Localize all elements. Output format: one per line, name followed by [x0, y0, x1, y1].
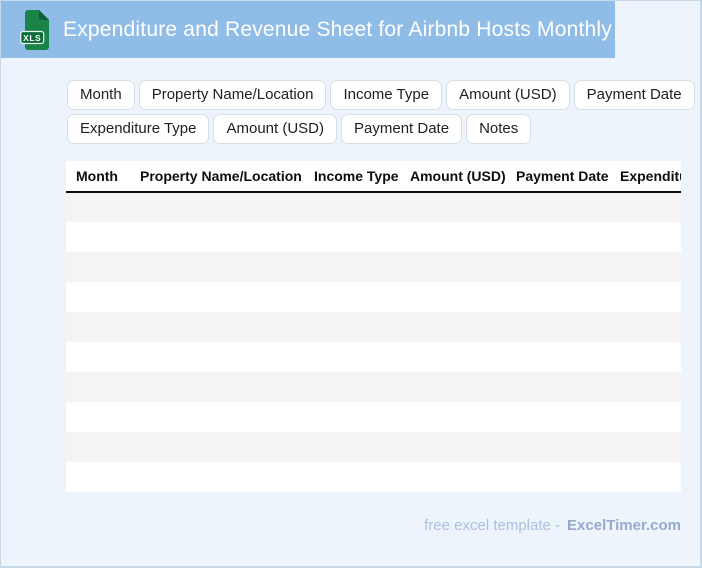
column-header-income-type: Income Type: [304, 161, 400, 193]
chip-payment-date-expenditure[interactable]: Payment Date: [341, 114, 463, 144]
chips-row-1: Month Property Name/Location Income Type…: [67, 80, 700, 110]
footer: free excel template - ExcelTimer.com: [1, 517, 700, 534]
footer-text: free excel template -: [424, 517, 561, 534]
chip-expenditure-type[interactable]: Expenditure Type: [67, 114, 210, 144]
brand-link[interactable]: ExcelTimer.com: [567, 517, 681, 534]
table-row: [66, 462, 681, 492]
column-header-month: Month: [66, 161, 130, 193]
table-cell: [66, 252, 681, 282]
table-cell: [66, 282, 681, 312]
table-row: [66, 192, 681, 222]
table-cell: [66, 372, 681, 402]
data-table: Month Property Name/Location Income Type…: [66, 161, 681, 492]
spreadsheet-preview: Month Property Name/Location Income Type…: [66, 161, 681, 492]
column-header-property-name-location: Property Name/Location: [130, 161, 304, 193]
table-cell: [66, 432, 681, 462]
chip-income-type[interactable]: Income Type: [330, 80, 443, 110]
table-row: [66, 372, 681, 402]
page-title: Expenditure and Revenue Sheet for Airbnb…: [63, 17, 612, 41]
table-cell: [66, 402, 681, 432]
table-row: [66, 252, 681, 282]
table-header-row: Month Property Name/Location Income Type…: [66, 161, 681, 193]
column-header-payment-date: Payment Date: [506, 161, 610, 193]
header-bar: XLS Expenditure and Revenue Sheet for Ai…: [1, 1, 615, 58]
table-cell: [66, 312, 681, 342]
xls-file-icon: XLS: [20, 9, 49, 50]
table-row: [66, 342, 681, 372]
table-row: [66, 402, 681, 432]
table-cell: [66, 222, 681, 252]
column-header-amount-usd: Amount (USD): [400, 161, 506, 193]
chip-month[interactable]: Month: [67, 80, 135, 110]
column-header-expenditure-type: Expenditure Type: [610, 161, 681, 193]
chip-notes[interactable]: Notes: [466, 114, 532, 144]
chip-property-name-location[interactable]: Property Name/Location: [138, 80, 327, 110]
table-row: [66, 282, 681, 312]
table-row: [66, 432, 681, 462]
table-row: [66, 312, 681, 342]
chip-amount-usd-income[interactable]: Amount (USD): [446, 80, 570, 110]
column-chips: Month Property Name/Location Income Type…: [67, 80, 700, 144]
xls-badge-label: XLS: [23, 32, 41, 42]
table-cell: [66, 342, 681, 372]
table-cell: [66, 462, 681, 492]
table-row: [66, 222, 681, 252]
chip-payment-date-income[interactable]: Payment Date: [573, 80, 695, 110]
table-cell: [66, 192, 681, 222]
chips-row-2: Expenditure Type Amount (USD) Payment Da…: [67, 114, 700, 144]
chip-amount-usd-expenditure[interactable]: Amount (USD): [213, 114, 338, 144]
